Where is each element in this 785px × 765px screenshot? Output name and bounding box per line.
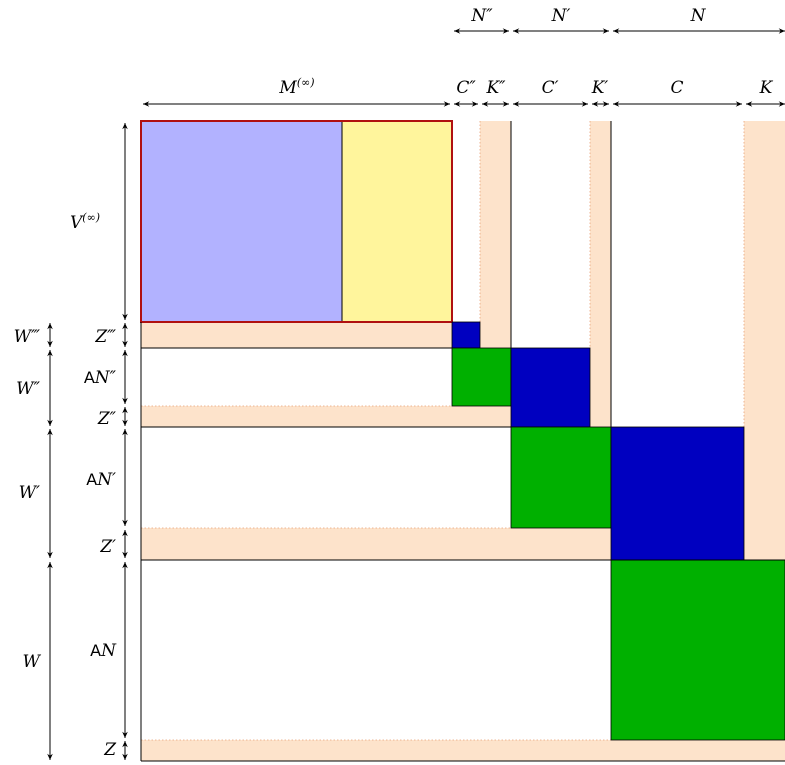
dim-label-w3: W‴: [14, 327, 40, 347]
m-infinity-block-blue: [141, 121, 342, 322]
dim-label-k1: K′: [591, 78, 609, 98]
dim-label-z2: Z″: [97, 409, 117, 429]
z2-row-band: [141, 406, 511, 427]
dim-label-n0: N: [690, 6, 707, 26]
m-infinity-block-yellow: [342, 121, 452, 322]
dim-label-m-infinity: M(∞): [278, 76, 314, 98]
c2-blue-block: [451, 321, 481, 349]
dim-label-c1: C′: [542, 78, 559, 98]
band-dotted-edges: [141, 121, 745, 741]
dim-label-k2: K″: [485, 78, 506, 98]
dim-label-z1: Z′: [99, 537, 116, 557]
z3-row-band: [141, 322, 452, 348]
z0-row-band: [141, 740, 785, 761]
dim-label-w0: W: [23, 652, 42, 672]
peach-bands: [141, 121, 785, 761]
dim-label-w1: W′: [19, 483, 40, 503]
diagonal-blocks: [451, 321, 785, 741]
dim-label-c2: C″: [456, 78, 476, 98]
c1-green-block: [510, 426, 612, 529]
dim-label-an1: AN′: [86, 470, 116, 490]
c2-green-block: [451, 347, 512, 407]
dim-label-c0: C: [670, 78, 683, 98]
dim-label-n2: N″: [470, 6, 493, 26]
dim-label-w2: W″: [16, 379, 40, 399]
k0-column-band: [744, 121, 785, 560]
dim-label-k0: K: [759, 78, 774, 98]
v-infinity-outline: [140, 120, 453, 323]
z1-row-band: [141, 528, 611, 560]
dim-label-v-infinity: V(∞): [70, 211, 100, 233]
dim-label-an2: AN″: [84, 368, 117, 388]
c0-blue-block: [610, 426, 745, 561]
dim-label-z3: Z‴: [94, 327, 116, 347]
c0-green-block: [610, 559, 785, 741]
dim-label-an0: AN: [90, 641, 117, 661]
c1-blue-block: [510, 347, 591, 428]
dim-label-n1: N′: [551, 6, 571, 26]
grid-lines: [140, 121, 785, 762]
dim-label-z0: Z: [103, 740, 117, 760]
